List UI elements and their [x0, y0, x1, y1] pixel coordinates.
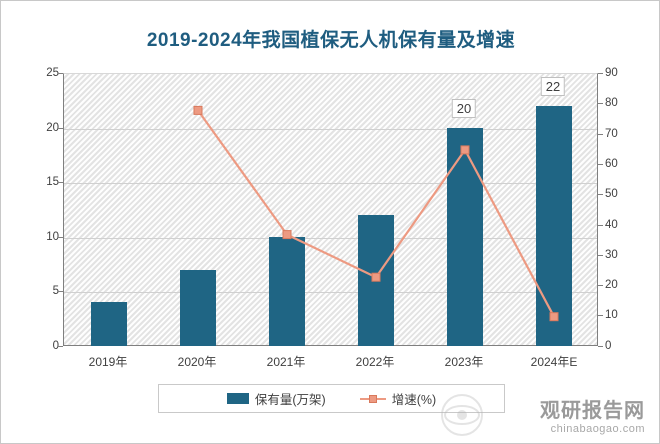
x-tick-2023: 2023年 — [444, 355, 484, 369]
watermark-sub-text: chinabaogao.com — [550, 423, 645, 435]
gridline — [64, 237, 597, 239]
gridline — [64, 183, 597, 185]
x-tick-2020: 2020年 — [177, 355, 217, 369]
gridline — [64, 128, 597, 130]
x-tick-2019: 2019年 — [88, 355, 128, 369]
y-right-tick-0: 0 — [605, 340, 612, 352]
y-right-tick-20: 20 — [605, 279, 618, 292]
gridline — [64, 292, 597, 294]
y-left-tick-10: 10 — [46, 230, 59, 243]
legend-line-label: 增速(%) — [391, 393, 437, 407]
x-tick-2022: 2022年 — [355, 355, 395, 369]
plot-area — [63, 73, 598, 346]
y-right-tick-70: 70 — [605, 127, 618, 140]
x-tick-2024E: 2024年E — [530, 355, 578, 369]
legend-item-bar: 保有量(万架) — [226, 389, 326, 408]
y-left-tick-15: 15 — [46, 176, 59, 189]
watermark-main-text: 观研报告网 — [540, 400, 645, 422]
watermark: 观研报告网 chinabaogao.com — [540, 394, 645, 435]
bar-2019 — [91, 302, 127, 346]
y-left-tick-20: 20 — [46, 121, 59, 134]
legend-bar-swatch-icon — [226, 393, 249, 404]
y-right-tick-40: 40 — [605, 218, 618, 231]
y-left-tick-25: 25 — [46, 67, 59, 79]
y-right-tick-30: 30 — [605, 248, 618, 261]
legend-line-swatch-icon — [359, 393, 386, 404]
bar-2023 — [447, 127, 483, 346]
chart-legend: 保有量(万架) 增速(%) — [158, 384, 505, 413]
growth-line-series — [193, 105, 559, 322]
y-right-tick-50: 50 — [605, 188, 618, 201]
bar-label-2023: 20 — [451, 99, 477, 118]
y-right-tick-60: 60 — [605, 157, 618, 170]
bar-label-2024E: 22 — [540, 77, 566, 96]
y-right-tick-10: 10 — [605, 309, 618, 322]
bar-2021 — [269, 236, 305, 346]
chart-title: 2019-2024年我国植保无人机保有量及增速 — [146, 30, 516, 51]
watermark-logo-icon — [441, 394, 483, 436]
y-right-tick-90: 90 — [605, 67, 618, 79]
legend-item-line: 增速(%) — [359, 389, 437, 408]
y-left-tick-0: 0 — [52, 340, 59, 352]
legend-bar-label: 保有量(万架) — [254, 393, 326, 407]
x-tick-2021: 2021年 — [266, 355, 306, 369]
bar-2024E — [536, 105, 572, 346]
x-axis-line — [64, 345, 597, 346]
y-right-tick-80: 80 — [605, 97, 618, 110]
y-left-tick-5: 5 — [52, 285, 59, 298]
bar-2020 — [180, 269, 216, 346]
